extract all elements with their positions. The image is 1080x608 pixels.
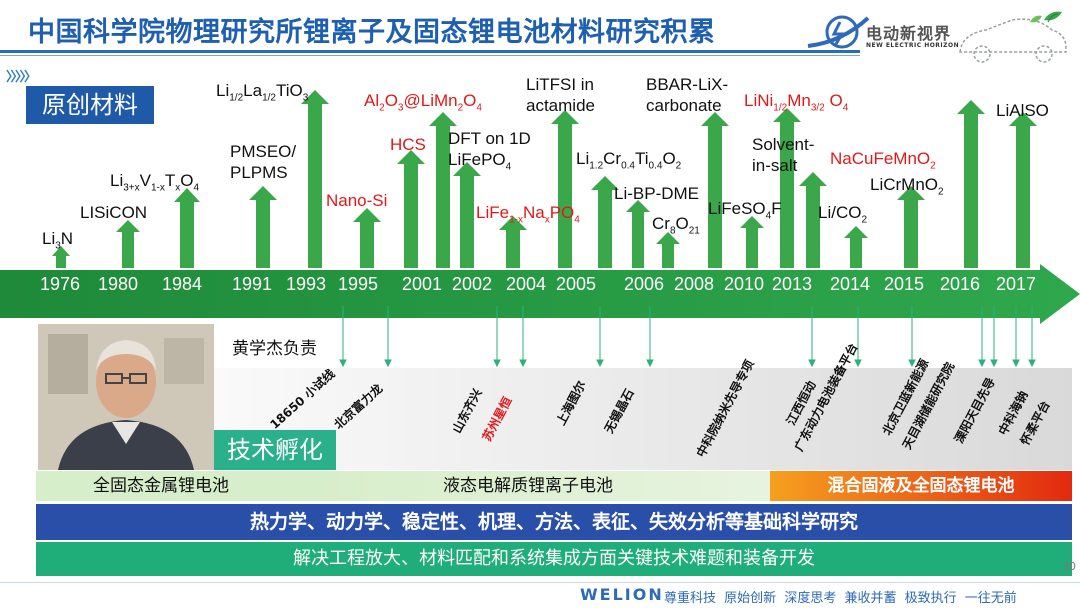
- arrow-lifena: [499, 216, 527, 268]
- material-label: Li/CO2: [818, 203, 868, 226]
- band-solid-metal: 全固态金属锂电池: [36, 471, 286, 501]
- arrow-licrti: [591, 176, 619, 268]
- timeline-year: 2008: [674, 274, 715, 294]
- band-liquid: 液态电解质锂离子电池: [286, 471, 770, 501]
- header-divider: [0, 50, 860, 53]
- footer-slogan: 极致执行: [904, 591, 957, 606]
- timeline-year: 2004: [506, 274, 547, 294]
- footer-slogan: 原始创新: [724, 591, 777, 606]
- person-portrait-icon: [38, 324, 214, 470]
- footer-slogan: 一往无前: [964, 591, 1017, 606]
- arrow-bbar: [701, 112, 729, 268]
- section-label-original-materials: 原创材料: [26, 86, 154, 124]
- material-label: BBAR-LiX-carbonate: [646, 75, 729, 115]
- timeline-year: 2015: [884, 274, 925, 294]
- incubation-band: [214, 368, 1072, 470]
- material-arrows: [52, 90, 1037, 268]
- material-label: LiNi1/2Mn3/2 O4: [744, 91, 849, 114]
- arrow-llto: [301, 90, 329, 268]
- band-basic-research: 热力学、动力学、稳定性、机理、方法、表征、失效分析等基础科学研究: [36, 504, 1072, 540]
- material-label: Li1/2La1/2TiO3: [216, 81, 309, 104]
- arrow-dft: [453, 162, 481, 268]
- band-mixed: 混合固液及全固态锂电池: [770, 471, 1072, 501]
- header-divider-thin: [0, 55, 860, 56]
- arrow-lico2: [844, 226, 868, 268]
- page-number: 30: [1062, 560, 1076, 573]
- arrow-lifeso4f: [740, 216, 764, 268]
- brand-logo-subtext: NEW ELECTRIC HORIZON: [866, 42, 960, 49]
- arrow-nacufemno2: [897, 186, 925, 268]
- incubation-connectors: [339, 306, 1036, 368]
- arrow-nanosi: [353, 208, 381, 268]
- timeline-year: 1995: [338, 274, 379, 294]
- footer-divider: [0, 582, 1080, 583]
- timeline-year: 1976: [40, 274, 81, 294]
- section-label-incubation: 技术孵化: [214, 430, 336, 470]
- arrow-lnmo: [773, 108, 801, 268]
- material-label: Li3+xV1-xTxO4: [110, 171, 200, 194]
- material-label: Li1.2Cr0.4Ti0.4O2: [576, 149, 682, 172]
- arrow-hcs: [397, 150, 425, 268]
- portrait-photo: [38, 324, 214, 470]
- footer-slogans: 尊重科技 原始创新 深度思考 兼收并蓄 极致执行 一往无前: [664, 587, 1021, 606]
- brand-logo-text: 电动新视界: [866, 24, 952, 43]
- timeline-year: 1993: [286, 274, 327, 294]
- timeline-year: 2016: [940, 274, 981, 294]
- arrow-cr8o21: [656, 232, 680, 268]
- timeline-year: 2017: [996, 274, 1037, 294]
- timeline-year: 2010: [724, 274, 765, 294]
- material-label: Solvent-in-salt: [752, 135, 815, 175]
- arrow-pmseo: [249, 186, 277, 268]
- timeline-year: 1980: [98, 274, 139, 294]
- timeline-year: 1984: [162, 274, 203, 294]
- arrow-litfsi: [551, 110, 579, 268]
- material-label: LiFeSO4F: [708, 199, 782, 222]
- timeline-year: 2005: [556, 274, 597, 294]
- eco-car-icon: [959, 11, 1067, 63]
- timeline-year: 1991: [232, 274, 273, 294]
- material-label: LiFe1-xNaxPO4: [476, 203, 580, 226]
- timeline-year: 2002: [452, 274, 493, 294]
- arrow-li3xv: [174, 188, 200, 268]
- arrow-solvent: [799, 172, 827, 268]
- arrow-li3n: [52, 246, 70, 268]
- material-label: Cr8O21: [652, 214, 700, 237]
- footer-slogan: 深度思考: [784, 591, 837, 606]
- timeline-year: 2001: [402, 274, 443, 294]
- material-label: LiTFSI in actamide: [526, 75, 595, 115]
- arrow-licrmno2: [957, 100, 985, 268]
- material-label: DFT on 1D LiFePO4: [448, 129, 531, 173]
- material-label: NaCuFeMnO2: [830, 149, 936, 172]
- material-label: Li-BP-DME: [614, 184, 700, 203]
- band-engineering: 解决工程放大、材料匹配和系统集成方面关键技术难题和装备开发: [36, 542, 1072, 576]
- material-label: LiCrMnO2: [870, 175, 944, 198]
- material-label: LiAlSO: [996, 101, 1049, 120]
- arrow-libpdme: [626, 200, 650, 268]
- material-label: Li3N: [42, 229, 74, 252]
- material-label: LISiCON: [80, 203, 148, 222]
- footer-brand: WELION: [580, 585, 664, 604]
- arrow-lisicon: [116, 220, 140, 268]
- page-title: 中国科学院物理研究所锂离子及固态锂电池材料研究积累: [28, 17, 716, 48]
- timeline-year: 2014: [830, 274, 871, 294]
- timeline-year: 2006: [624, 274, 665, 294]
- material-label: HCS: [390, 135, 426, 154]
- arrow-lialso: [1009, 112, 1037, 268]
- footer-slogan: 兼收并蓄: [844, 591, 897, 606]
- timeline-arrow: [0, 264, 1080, 324]
- timeline-year: 2013: [772, 274, 813, 294]
- material-label: Al2O3@LiMn2O4: [364, 91, 482, 114]
- arrow-alo: [429, 112, 457, 268]
- chevron-decoration-icon: 〉〉〉〉〉: [6, 70, 37, 85]
- leader-label: 黄学杰负责: [232, 339, 317, 359]
- logo-swoosh-icon: [807, 15, 870, 49]
- material-label: PMSEO/PLPMS: [230, 142, 297, 182]
- footer-slogan: 尊重科技: [664, 591, 717, 606]
- material-label: Nano-Si: [326, 191, 388, 210]
